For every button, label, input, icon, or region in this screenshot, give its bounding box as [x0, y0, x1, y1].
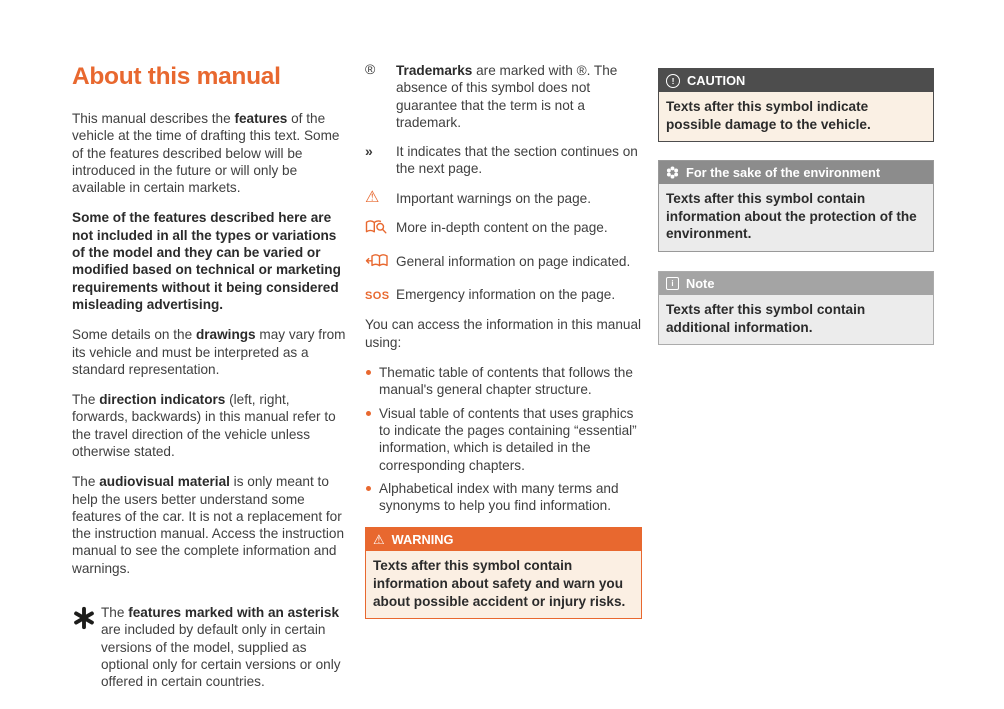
left-column: About this manual This manual describes …: [72, 63, 349, 691]
environment-box-title: For the sake of the environment: [686, 165, 881, 181]
bullet-visual-toc: Visual table of contents that uses graph…: [365, 405, 642, 474]
legend-item-general-info: General information on page indicated.: [365, 253, 642, 274]
note-box-body: Texts after this symbol contain addition…: [659, 294, 933, 345]
legend-text-warning: Important warnings on the page.: [396, 190, 591, 206]
caution-circle-icon: !: [666, 73, 680, 88]
asterisk-legend-item: The features marked with an asterisk are…: [72, 604, 349, 690]
asterisk-legend-text: The features marked with an asterisk are…: [101, 605, 341, 690]
caution-box: ! CAUTION Texts after this symbol indica…: [658, 68, 934, 143]
paragraph-features: This manual describes the features of th…: [72, 110, 340, 196]
warning-triangle-icon: ⚠: [365, 188, 380, 206]
note-box-title: Note: [686, 275, 715, 291]
asterisk-icon-svg: [74, 606, 94, 630]
access-intro: You can access the information in this m…: [365, 317, 642, 350]
asterisk-icon: [72, 604, 101, 690]
middle-column: ® Trademarks are marked with ®. The abse…: [365, 61, 642, 620]
paragraph-direction-indicators: The direction indicators (left, right, f…: [72, 392, 336, 459]
registered-trademark-icon: ®: [365, 61, 376, 77]
page-title: About this manual: [72, 63, 281, 90]
warning-box-title: WARNING: [391, 532, 454, 548]
environment-box: For the sake of the environment Texts af…: [658, 160, 934, 252]
bullet-icon: [366, 485, 371, 491]
paragraph-disclaimer: Some of the features described here are …: [72, 210, 341, 312]
note-box-header: i Note: [659, 271, 933, 295]
legend-item-warning: ⚠ Important warnings on the page.: [365, 188, 642, 207]
legend-text-emergency: Emergency information on the page.: [396, 287, 616, 303]
paragraph-drawings: Some details on the drawings may vary fr…: [72, 327, 346, 377]
legend-item-in-depth: More in-depth content on the page.: [365, 219, 642, 241]
legend-text-general-info: General information on page indicated.: [396, 254, 631, 270]
warning-box-header: ⚠ WARNING: [366, 528, 641, 552]
section-continues-icon: »: [365, 143, 373, 160]
bullet-icon: [366, 370, 371, 376]
warning-triangle-icon: ⚠: [373, 532, 385, 548]
paragraph-audiovisual: The audiovisual material is only meant t…: [72, 474, 345, 576]
flower-icon: [666, 166, 679, 179]
info-square-icon: i: [666, 276, 679, 290]
book-info-icon: [365, 253, 396, 274]
legend-text-in-depth: More in-depth content on the page.: [396, 220, 608, 236]
bullet-alphabetical-index: Alphabetical index with many terms and s…: [365, 480, 642, 515]
legend-item-continues: » It indicates that the section continue…: [365, 143, 642, 178]
caution-box-body: Texts after this symbol indicate possibl…: [659, 92, 933, 142]
environment-box-header: For the sake of the environment: [659, 161, 933, 185]
environment-box-body: Texts after this symbol contain informat…: [659, 184, 933, 251]
legend-text-trademark: Trademarks are marked with ®. The absenc…: [396, 63, 618, 130]
caution-box-title: CAUTION: [687, 73, 746, 88]
legend-item-emergency: SOS Emergency information on the page.: [365, 286, 642, 304]
warning-box: ⚠ WARNING Texts after this symbol contai…: [365, 527, 642, 620]
right-column: ! CAUTION Texts after this symbol indica…: [658, 68, 934, 346]
caution-box-header: ! CAUTION: [659, 69, 933, 92]
warning-box-body: Texts after this symbol contain informat…: [366, 551, 641, 619]
book-search-icon: [365, 219, 396, 241]
bullet-thematic-toc: Thematic table of contents that follows …: [365, 364, 642, 399]
sos-icon: SOS: [365, 290, 390, 303]
legend-item-trademark: ® Trademarks are marked with ®. The abse…: [365, 61, 642, 131]
legend-text-continues: It indicates that the section continues …: [396, 144, 638, 177]
note-box: i Note Texts after this symbol contain a…: [658, 270, 934, 346]
bullet-icon: [366, 410, 371, 416]
